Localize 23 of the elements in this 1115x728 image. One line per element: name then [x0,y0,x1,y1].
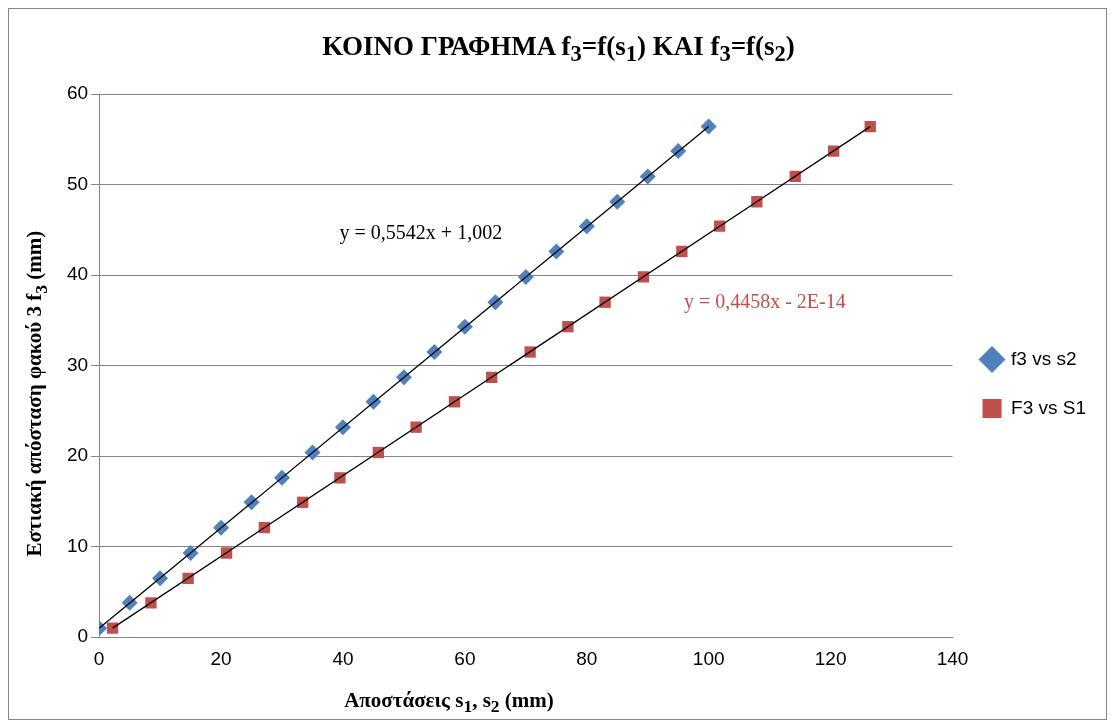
x-tick-label: 20 [210,647,232,669]
legend-label: f3 vs s2 [1011,347,1077,369]
x-tick-label: 40 [332,647,354,669]
annotation: y = 0,4458x - 2E-14 [683,290,846,314]
point [106,622,119,634]
y-tick-label: 20 [66,444,89,466]
y-tick-label: 0 [77,625,89,647]
y-tick-label: 60 [66,82,89,104]
y-tick-label: 40 [66,263,89,285]
y-tick-label: 30 [66,353,89,375]
x-tick-label: 60 [454,647,476,669]
annotation: y = 0,5542x + 1,002 [339,221,503,245]
y-tick-label: 50 [66,172,89,194]
point [700,118,717,135]
y-tick-label: 10 [66,534,89,556]
x-tick-label: 0 [93,647,105,669]
x-tick-label: 120 [814,647,847,669]
x-axis-title: Αποστάσεις s$_{1}$, s$_{2}$ (mm) [343,687,555,717]
chart-title: ΚΟΙΝΟ ΓΡΑΦΗΜΑ f$_{3}$=f(s$_{1}$) ΚΑΙ f$_{3}$=f(s$_{2}$) [322,31,795,67]
x-tick-label: 140 [936,647,969,669]
legend-label: F3 vs S1 [1011,396,1087,418]
x-tick-label: 80 [576,647,598,669]
x-tick-label: 100 [692,647,725,669]
